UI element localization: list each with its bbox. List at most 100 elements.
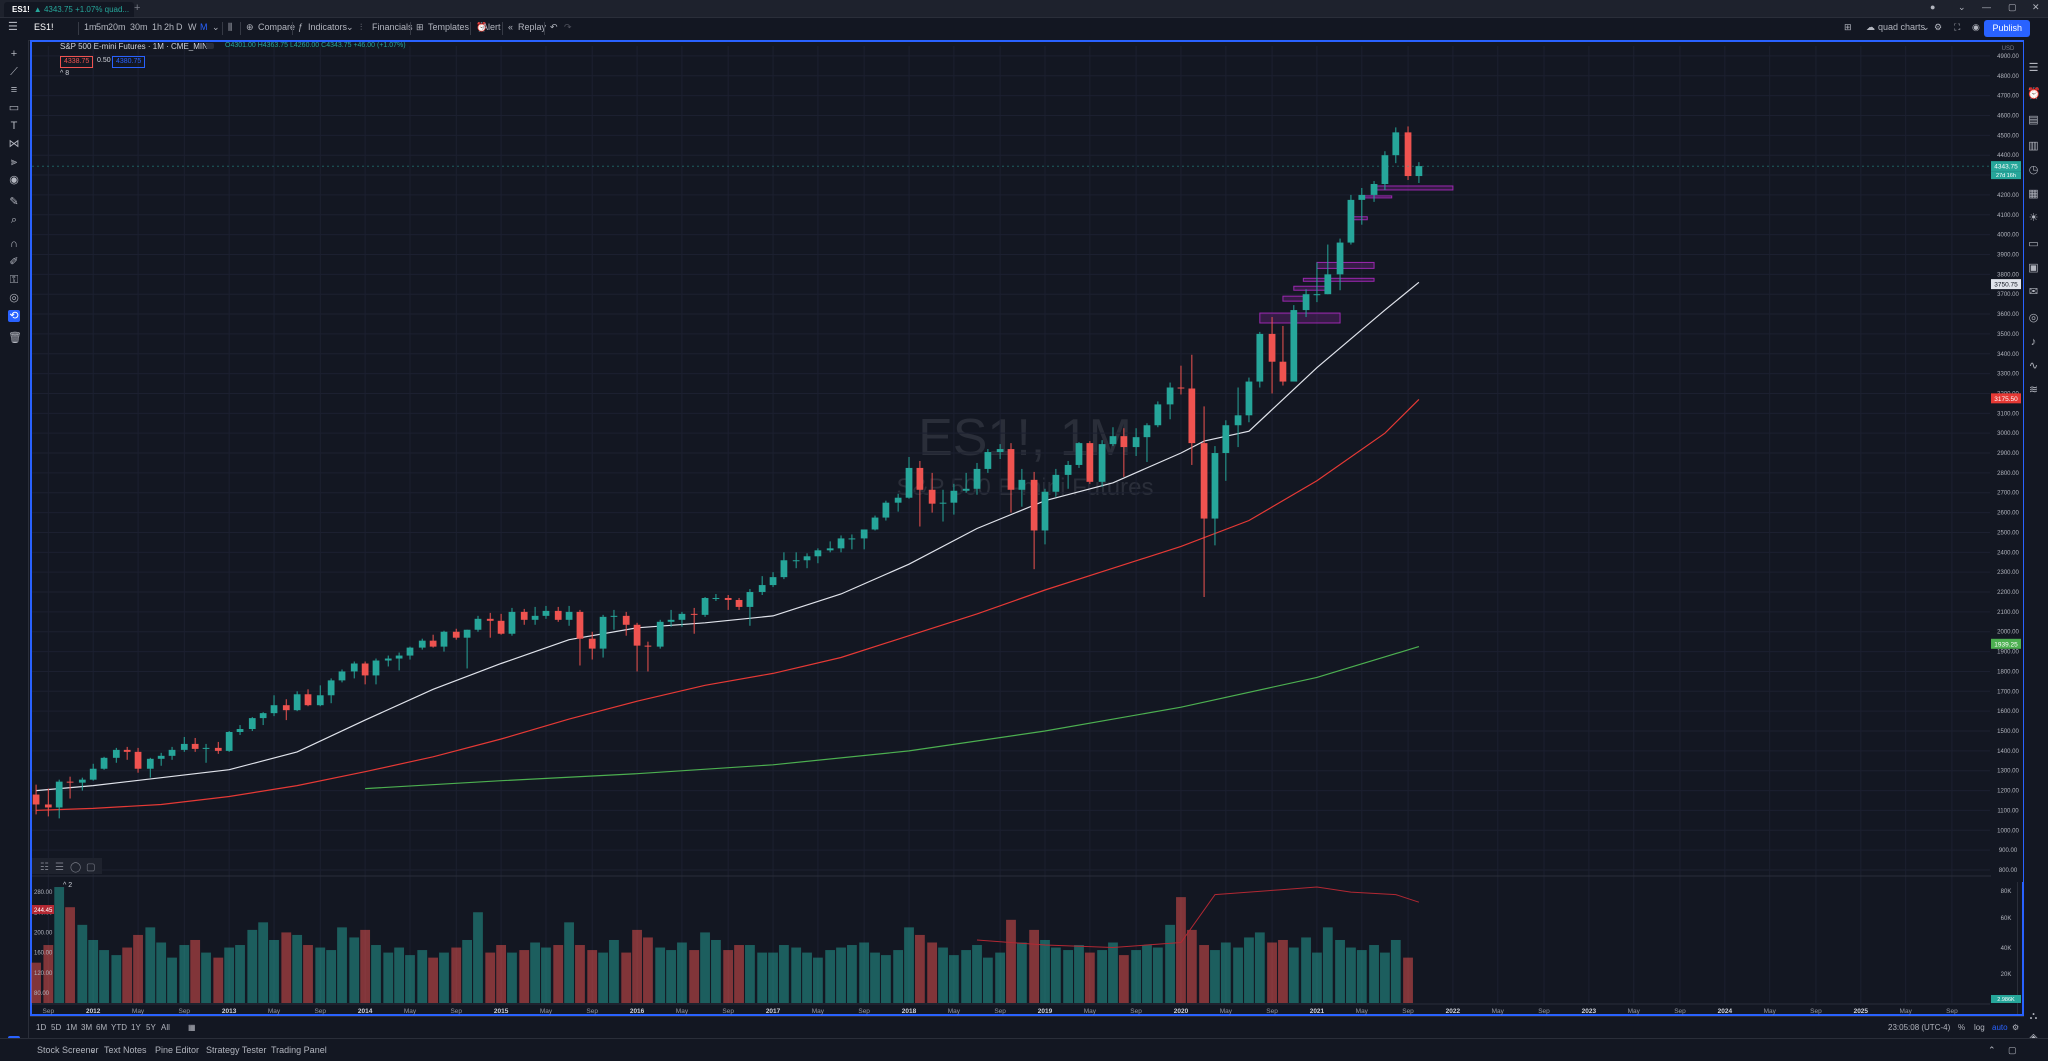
interval-1m[interactable]: 1m bbox=[84, 22, 97, 32]
calendar-icon[interactable]: ◷ bbox=[2028, 164, 2039, 176]
supply-demand-zones[interactable] bbox=[1259, 185, 1454, 324]
compare-button[interactable]: Compare bbox=[258, 22, 296, 32]
new-tab-icon[interactable]: + bbox=[134, 2, 141, 14]
sync-drawings-icon[interactable]: ⟲ bbox=[8, 310, 20, 322]
alert-button[interactable]: Alert bbox=[482, 22, 501, 32]
rectangle-icon[interactable]: ▭ bbox=[8, 102, 20, 114]
trend-icon[interactable]: ∿ bbox=[2028, 360, 2039, 372]
interval-30m[interactable]: 30m bbox=[130, 22, 148, 32]
menu-icon[interactable]: ☰ bbox=[8, 21, 18, 33]
legend-collapse[interactable]: ^ 8 bbox=[60, 70, 70, 77]
maximize-icon[interactable]: ▢ bbox=[2008, 2, 2017, 12]
trash-icon[interactable]: 🗑 bbox=[8, 332, 22, 344]
minimize-icon[interactable]: — bbox=[1982, 2, 1991, 12]
cloud-icon[interactable]: ☁ bbox=[1866, 22, 1875, 32]
interval-1h[interactable]: 1h bbox=[152, 22, 163, 32]
layout-name[interactable]: quad charts bbox=[1878, 22, 1926, 32]
browser-tab[interactable]: ES1! ▲ 4343.75 +1.07% quad... ✕ bbox=[4, 2, 134, 17]
tab-pine-editor[interactable]: Pine Editor bbox=[155, 1045, 200, 1055]
camera-icon[interactable]: ◉ bbox=[1972, 22, 1980, 32]
tab-stock-screener[interactable]: Stock Screener bbox=[37, 1045, 99, 1055]
sell-price-box[interactable]: 4338.75 bbox=[60, 56, 94, 68]
messages-icon[interactable]: ✉ bbox=[2028, 286, 2039, 298]
crosshair-icon[interactable]: + bbox=[10, 48, 18, 60]
interval-20m[interactable]: 20m bbox=[108, 22, 126, 32]
watchlist-icon[interactable]: ☰ bbox=[2028, 62, 2039, 74]
notifications-icon[interactable]: ♪ bbox=[2030, 336, 2037, 348]
alerts-clock-icon[interactable]: ⏰ bbox=[2027, 88, 2041, 100]
interval-w[interactable]: W bbox=[188, 22, 197, 32]
undo-icon[interactable]: ↶ bbox=[550, 22, 558, 32]
settings-gear-icon[interactable]: ⚙ bbox=[1934, 22, 1943, 32]
range-all[interactable]: All bbox=[161, 1023, 170, 1032]
chevron-down-icon[interactable]: ⌄ bbox=[1958, 2, 1966, 12]
interval-2h[interactable]: 2h bbox=[164, 22, 175, 32]
financials-button[interactable]: Financials bbox=[372, 22, 413, 32]
zoom-icon[interactable]: ⌕ bbox=[10, 214, 18, 226]
interval-d[interactable]: D bbox=[176, 22, 183, 32]
tab-strategy-tester[interactable]: Strategy Tester bbox=[206, 1045, 267, 1055]
order-panel-icon[interactable]: ≋ bbox=[2028, 384, 2039, 396]
chevron-down-icon[interactable]: ⌄ bbox=[346, 22, 354, 32]
range-1m[interactable]: 1M bbox=[66, 1023, 78, 1032]
fullscreen-icon[interactable]: ⛶ bbox=[1954, 22, 1961, 32]
percent-toggle[interactable]: % bbox=[1958, 1023, 1966, 1032]
legend-toggle-icon[interactable] bbox=[206, 43, 214, 49]
volume-collapse[interactable]: ^ 2 bbox=[63, 882, 73, 889]
templates-button[interactable]: Templates bbox=[428, 22, 470, 32]
lock-icon[interactable]: ⚿ bbox=[9, 274, 19, 286]
pane-hide-icon[interactable]: ◯ bbox=[70, 862, 81, 873]
symbol-search[interactable]: ES1! bbox=[34, 22, 54, 32]
pane-list-icon[interactable]: ☰ bbox=[55, 862, 64, 873]
collapse-panel-icon[interactable]: ⌃ bbox=[1988, 1045, 1996, 1055]
pattern-icon[interactable]: ⋈ bbox=[8, 138, 20, 150]
templates-icon[interactable]: ⊞ bbox=[416, 22, 424, 32]
indicators-icon[interactable]: ƒ bbox=[298, 22, 304, 32]
buy-price-box[interactable]: 4380.75 bbox=[112, 56, 146, 68]
trend-line-icon[interactable]: ⟋ bbox=[10, 66, 18, 78]
replay-icon[interactable]: « bbox=[508, 22, 514, 32]
range-5d[interactable]: 5D bbox=[51, 1023, 62, 1032]
settings-gear-icon[interactable]: ⚙ bbox=[2012, 1023, 2020, 1032]
indicators-button[interactable]: Indicators bbox=[308, 22, 348, 32]
streams-icon[interactable]: ▣ bbox=[2028, 262, 2039, 274]
chevron-down-icon[interactable]: ⌄ bbox=[89, 1045, 97, 1055]
redo-icon[interactable]: ↷ bbox=[564, 22, 572, 32]
replay-button[interactable]: Replay bbox=[518, 22, 547, 32]
hotlist-icon[interactable]: ▥ bbox=[2028, 140, 2039, 152]
tab-trading-panel[interactable]: Trading Panel bbox=[271, 1045, 327, 1055]
news-icon[interactable]: ▦ bbox=[2028, 188, 2039, 200]
log-toggle[interactable]: log bbox=[1974, 1023, 1985, 1032]
eye-icon[interactable]: ◉ bbox=[9, 174, 19, 186]
text-icon[interactable]: T bbox=[10, 120, 18, 132]
profile-icon[interactable]: ● bbox=[1930, 2, 1936, 12]
hide-drawings-icon[interactable]: ◎ bbox=[9, 292, 19, 304]
pane-settings-icon[interactable]: ☷ bbox=[40, 862, 49, 873]
range-3m[interactable]: 3M bbox=[81, 1023, 93, 1032]
data-window-icon[interactable]: ▤ bbox=[2028, 114, 2039, 126]
compare-plus-icon[interactable]: ⊕ bbox=[246, 22, 254, 32]
range-5y[interactable]: 5Y bbox=[146, 1023, 156, 1032]
ideas-lightbulb-icon[interactable]: ☀ bbox=[2028, 212, 2039, 224]
alert-icon[interactable]: ⏰ bbox=[476, 22, 488, 32]
signal-icon[interactable]: ◎ bbox=[2028, 312, 2039, 324]
fib-retracement-icon[interactable]: ≡ bbox=[10, 84, 18, 96]
range-6m[interactable]: 6M bbox=[96, 1023, 108, 1032]
brush-icon[interactable]: ✎ bbox=[9, 196, 19, 208]
stay-in-drawing-mode-icon[interactable]: ✐ bbox=[9, 256, 19, 268]
layout-grid-icon[interactable]: ⊞ bbox=[1844, 22, 1852, 32]
pane-maximize-icon[interactable]: ▢ bbox=[86, 862, 95, 873]
chevron-down-icon[interactable]: ⌄ bbox=[212, 22, 220, 32]
goto-date-icon[interactable]: ▦ bbox=[188, 1023, 196, 1032]
range-1y[interactable]: 1Y bbox=[131, 1023, 141, 1032]
interval-5m[interactable]: 5m bbox=[96, 22, 109, 32]
close-window-icon[interactable]: ✕ bbox=[2032, 2, 2040, 12]
magnet-icon[interactable]: ∩ bbox=[10, 238, 18, 250]
chat-icon[interactable]: ▭ bbox=[2028, 238, 2039, 250]
close-tab-icon[interactable]: ✕ bbox=[133, 5, 134, 14]
range-ytd[interactable]: YTD bbox=[111, 1023, 127, 1032]
maximize-panel-icon[interactable]: ▢ bbox=[2008, 1045, 2017, 1055]
clock[interactable]: 23:05:08 (UTC-4) bbox=[1888, 1023, 1951, 1032]
range-1d[interactable]: 1D bbox=[36, 1023, 47, 1032]
